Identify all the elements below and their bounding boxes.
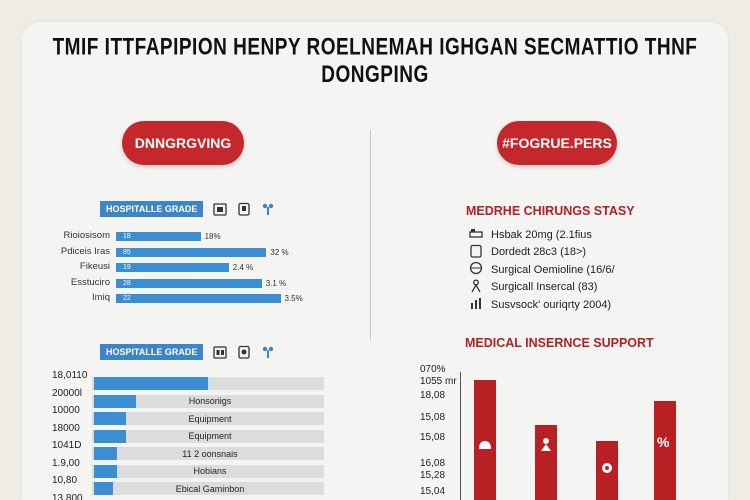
bar-track [92,464,324,478]
bar-tag-label: 19 [123,264,131,271]
bar-track [92,482,324,495]
chart-title: MEDICAL INSERNCE SUPPORT [465,336,654,350]
bar-label: Honsoriigs [188,396,232,406]
bar [474,380,496,500]
left-section-pill: DNNGRGVING [122,121,244,165]
grade-row-top: HOSPITALLE GRADE [100,201,275,217]
bar [116,278,262,288]
bar-value-label: 3.5% [284,294,303,303]
stat-text: Surgical Oemioline (16/6/ [491,263,615,276]
bar-label: 11 2 oonsnais [182,448,238,459]
doctor-icon [538,436,554,452]
person-icon [469,279,483,296]
y-tick-label: 13.800 [52,492,83,500]
stat-row: Susvsock' ouriqrty 2004) [469,296,611,313]
y-tick-label: 18,08 [420,390,446,401]
hospital-icon [213,202,227,216]
bar [94,464,118,478]
bar-track [92,447,324,460]
bar-track [92,394,324,408]
bar [116,294,281,303]
y-tick-label: 18,0110 [52,370,88,381]
stat-text: Hsbak 20mg (2.1fius [491,228,592,241]
stat-text: Surgicall Insercal (83) [491,281,598,293]
pill-icon [599,460,615,476]
y-tick-label: 1055 mr [420,376,457,387]
percent-icon: % [657,434,670,450]
bar [94,447,118,460]
y-tick-label: 15,08 [420,412,446,423]
bar [94,482,113,495]
bar-tag-label: 85 [123,248,131,256]
bar [116,247,267,257]
bar-category-label: Fikeusi [79,261,110,272]
y-tick-label: 20000l [52,387,83,399]
y-tick-label: 15,08 [420,432,446,443]
bar [654,401,676,500]
y-tick-label: 16,08 [420,458,446,469]
bar-label: Ebical Gaminbon [175,483,245,494]
clipboard-icon [237,345,251,359]
bar-value-label: 3.1 % [265,278,287,288]
y-tick-label: 15,28 [420,470,446,481]
grade-tag: HOSPITALLE GRADE [100,344,204,360]
bar-label: Hobians [193,466,227,476]
bar-tag-label: 28 [123,279,131,287]
bar [94,429,127,443]
right-section-pill: #FOGRUE.PERS [497,121,617,165]
bar-category-label: Pdiceis Iras [60,245,110,257]
bar [535,425,557,500]
bar-value-label: 32 % [270,247,289,257]
bar [116,263,229,272]
y-tick-label: 1.9,00 [52,457,80,469]
stat-row: Dordedt 28c3 (18>) [469,244,586,261]
bar-track [92,412,324,425]
bar-tag-label: 22 [123,295,131,302]
bar-category-label: Imiq [92,292,110,303]
y-tick-label: 18000 [52,422,80,434]
stat-text: Susvsock' ouriqrty 2004) [491,298,612,311]
y-tick-label: 1041D [52,440,82,451]
stat-row: Surgicall Insercal (83) [469,279,597,296]
hospital-icon [213,345,227,359]
bar-label: Equipment [188,431,232,441]
bar [94,412,127,425]
column-divider [370,130,371,340]
bar-track [92,429,324,443]
stats-title: MEDRHE CHIRUNGS STASY [466,204,635,218]
y-tick-label: 15,04 [420,486,446,497]
globe-icon [469,261,483,278]
y-tick-label: 10,80 [52,475,78,486]
stat-text: Dordedt 28c3 (18>) [491,246,587,258]
clipboard-icon [237,202,251,216]
bar-label: Equipment [188,413,232,424]
bar-value-label: 2.4 % [232,263,254,272]
bar [116,232,201,241]
y-tick-label: 10000 [52,405,80,416]
bar [94,377,208,390]
grade-row-bottom: HOSPITALLE GRADE [100,344,275,360]
page-title: TMIF ITTFAPIPION HENPY ROELNEMAH IGHGAN … [52,34,698,89]
chart-icon [469,296,483,313]
bed-icon [469,226,483,243]
y-tick-label: 070% [420,364,446,375]
clipboard-icon [469,244,483,261]
bar-category-label: Rioiosisom [63,230,110,241]
bar [94,394,136,408]
infographic-card [22,22,728,500]
stat-row: Hsbak 20mg (2.1fius [469,226,592,243]
stat-row: Surgical Oemioline (16/6/ [469,261,615,278]
bar-category-label: Esstuciro [70,276,110,288]
medical-staff-icon [261,202,275,216]
hospital-icon [477,437,493,453]
bar-tag-label: 18 [123,233,131,240]
y-axis-line [460,372,461,500]
medical-staff-icon [261,345,275,359]
grade-tag: HOSPITALLE GRADE [100,201,204,217]
bar-value-label: 18% [204,232,221,241]
